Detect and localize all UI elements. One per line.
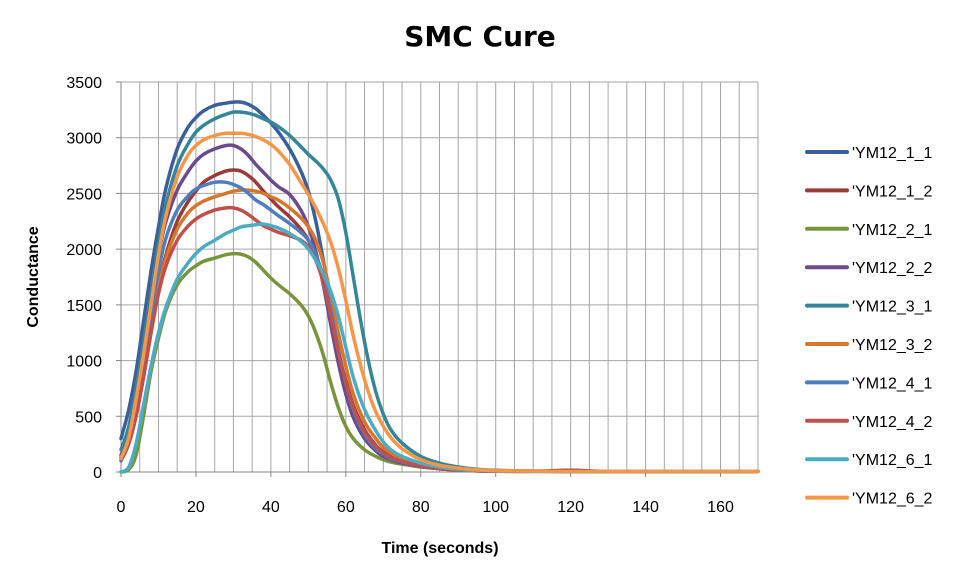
legend-item: 'YM12_6_1 bbox=[805, 452, 933, 469]
legend-label: 'YM12_4_2 bbox=[852, 414, 933, 431]
y-tick-label: 2000 bbox=[66, 242, 102, 259]
x-tick-label: 40 bbox=[262, 499, 280, 516]
x-tick-label: 0 bbox=[117, 499, 126, 516]
series-line-10 bbox=[119, 131, 760, 474]
axes bbox=[116, 81, 758, 477]
x-tick-label: 160 bbox=[707, 499, 734, 516]
legend-item: 'YM12_2_1 bbox=[805, 222, 933, 239]
legend-label: 'YM12_3_1 bbox=[852, 299, 933, 316]
legend-label: 'YM12_4_1 bbox=[852, 375, 933, 392]
y-axis-title: Conductance bbox=[25, 226, 42, 327]
legend-item: 'YM12_4_1 bbox=[805, 375, 933, 392]
legend-label: 'YM12_1_2 bbox=[852, 183, 933, 200]
y-tick-label: 1000 bbox=[66, 354, 102, 371]
x-tick-label: 140 bbox=[632, 499, 659, 516]
tick-labels: 0 500 1000 1500 2000 2500 3000 3500 0 20 40 60 80 100… bbox=[66, 75, 734, 516]
legend-label: 'YM12_1_1 bbox=[852, 145, 933, 162]
chart-title: SMC Cure bbox=[404, 20, 556, 53]
x-tick-label: 80 bbox=[412, 499, 430, 516]
y-tick-label: 3500 bbox=[66, 75, 102, 92]
legend-label: 'YM12_6_2 bbox=[852, 491, 933, 508]
legend-item: 'YM12_6_2 bbox=[805, 491, 933, 508]
grid bbox=[121, 81, 759, 472]
legend: 'YM12_1_1 'YM12_1_2 'YM12_2_1 'YM12_2_2 'YM1… bbox=[805, 145, 933, 508]
y-tick-label: 1500 bbox=[66, 298, 102, 315]
legend-item: 'YM12_3_2 bbox=[805, 337, 933, 354]
x-tick-label: 120 bbox=[557, 499, 584, 516]
y-tick-label: 2500 bbox=[66, 186, 102, 203]
y-tick-label: 3000 bbox=[66, 131, 102, 148]
legend-label: 'YM12_2_2 bbox=[852, 260, 933, 277]
legend-label: 'YM12_3_2 bbox=[852, 337, 933, 354]
legend-label: 'YM12_6_1 bbox=[852, 452, 933, 469]
legend-label: 'YM12_2_1 bbox=[852, 222, 933, 239]
legend-item: 'YM12_1_2 bbox=[805, 183, 933, 200]
legend-item: 'YM12_1_1 bbox=[805, 145, 933, 162]
legend-item: 'YM12_4_2 bbox=[805, 414, 933, 431]
x-tick-label: 60 bbox=[337, 499, 355, 516]
x-tick-label: 20 bbox=[187, 499, 205, 516]
legend-item: 'YM12_2_2 bbox=[805, 260, 933, 277]
plot-area bbox=[119, 100, 760, 474]
x-tick-label: 100 bbox=[482, 499, 509, 516]
y-tick-label: 0 bbox=[93, 465, 102, 482]
legend-item: 'YM12_3_1 bbox=[805, 299, 933, 316]
x-axis-title: Time (seconds) bbox=[381, 540, 498, 557]
y-tick-label: 500 bbox=[75, 409, 102, 426]
